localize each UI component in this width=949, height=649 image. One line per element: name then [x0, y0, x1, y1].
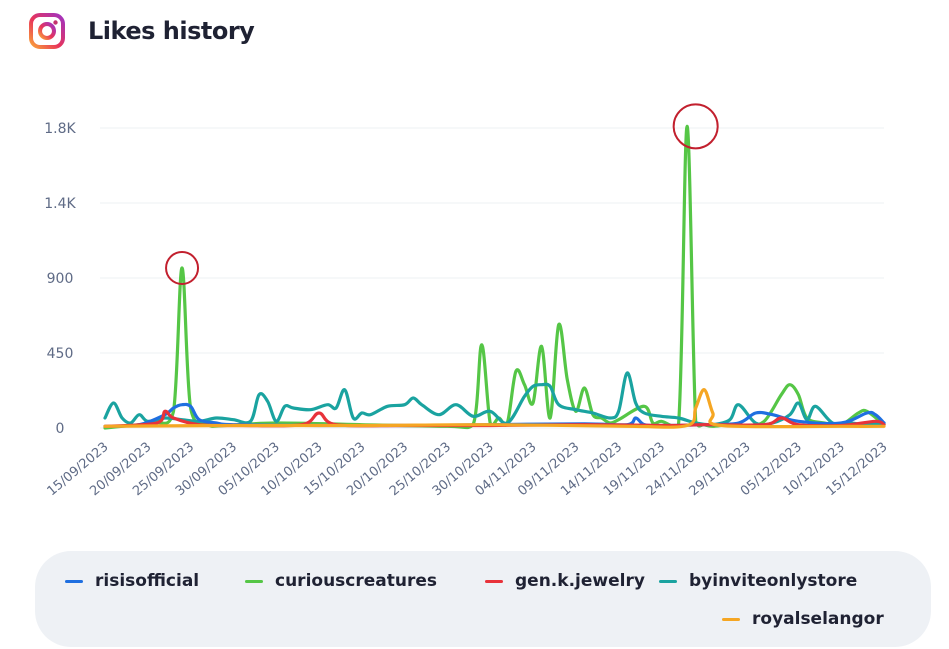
peak-highlight-circle: [165, 251, 200, 285]
legend-item-curiouscreatures[interactable]: curiouscreatures: [245, 571, 437, 591]
y-tick-label: 0: [56, 421, 65, 437]
chart-series-lines: [103, 124, 886, 430]
legend-label: curiouscreatures: [275, 571, 438, 591]
y-tick-label: 1.8K: [44, 121, 76, 137]
instagram-icon: [29, 13, 65, 49]
y-tick-label: 900: [47, 271, 74, 287]
legend-item-royalselangor[interactable]: royalselangor: [722, 609, 884, 629]
legend-label: risisofficial: [95, 571, 200, 591]
legend-label: gen.k.jewelry: [515, 571, 645, 591]
x-axis-ticks: 15/09/202320/09/202325/09/202330/09/2023…: [45, 440, 891, 500]
legend-label: royalselangor: [752, 609, 884, 629]
likes-history-chart: 0 450 900 1.4K 1.8K 15/09/202320/09/202325/0…: [44, 103, 891, 500]
y-axis-ticks: 0 450 900 1.4K 1.8K: [44, 121, 76, 437]
chart-gridlines: [100, 127, 884, 429]
series-line-royalselangor: [103, 388, 886, 429]
series-line-curiouscreatures: [103, 124, 886, 430]
chart-highlights: [165, 103, 719, 285]
page-title: Likes history: [88, 17, 255, 45]
legend-item-byinviteonlystore[interactable]: byinviteonlystore: [659, 571, 857, 591]
y-tick-label: 1.4K: [44, 196, 76, 212]
chart-header: Likes history: [28, 12, 255, 50]
legend-swatch: [659, 579, 677, 583]
y-tick-label: 450: [47, 346, 74, 362]
legend-item-risisofficial[interactable]: risisofficial: [65, 571, 199, 591]
legend-label: byinviteonlystore: [689, 571, 858, 591]
series-line-byinviteonlystore: [103, 371, 886, 427]
legend-swatch: [722, 617, 740, 621]
peak-highlight-circle: [672, 103, 719, 150]
chart-legend: risisofficial curiouscreatures gen.k.jewel…: [35, 551, 931, 647]
legend-item-gen-k-jewelry[interactable]: gen.k.jewelry: [485, 571, 645, 591]
legend-swatch: [485, 579, 503, 583]
legend-swatch: [65, 579, 83, 583]
legend-swatch: [245, 579, 263, 583]
